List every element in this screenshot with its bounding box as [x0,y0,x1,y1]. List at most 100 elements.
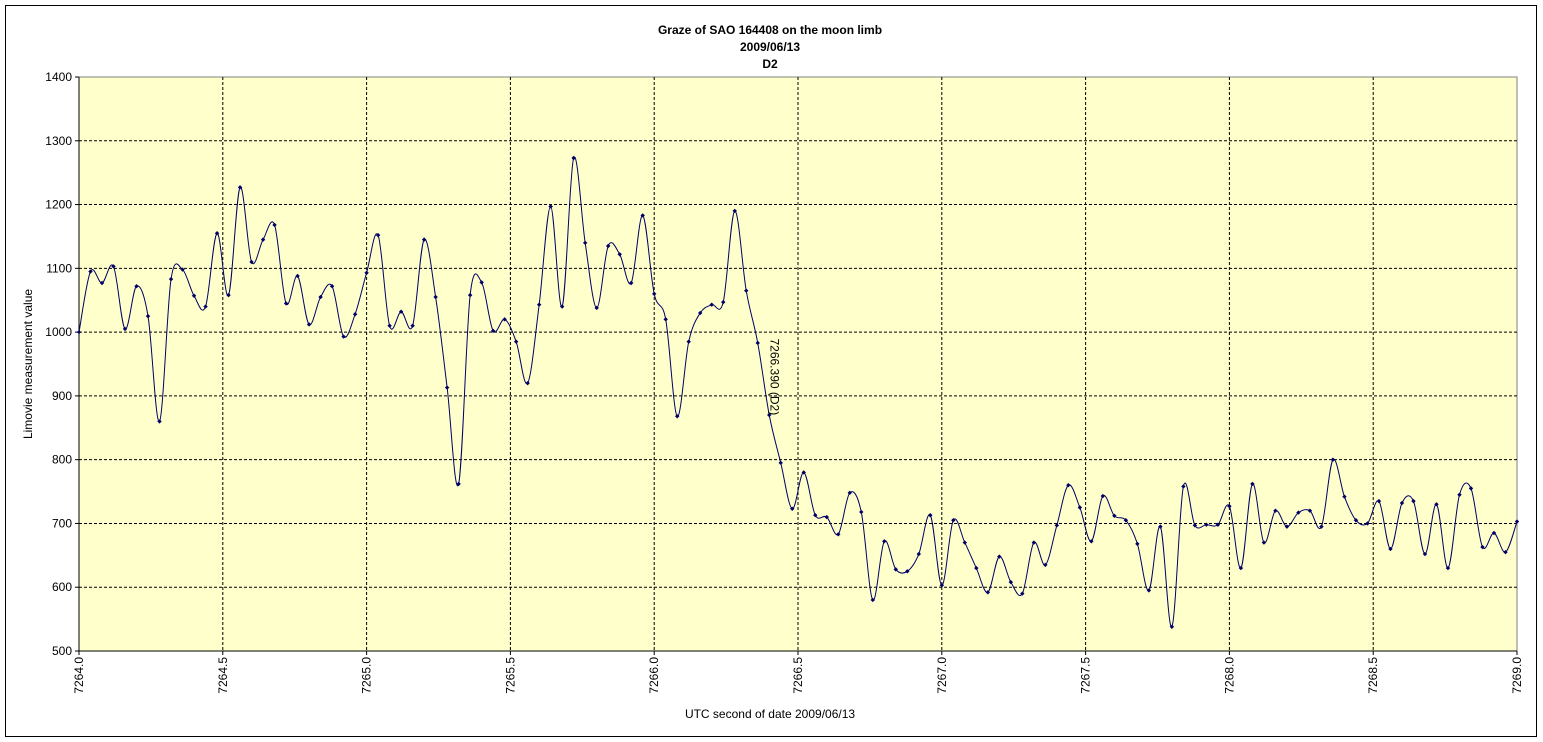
data-point [456,481,461,487]
data-point [571,155,576,161]
data-point [698,310,703,316]
data-point [1296,510,1301,515]
y-tick-label: 700 [52,516,72,530]
data-point [1319,524,1324,529]
data-point [502,317,507,322]
data-point [1422,551,1428,557]
data-point [203,304,208,309]
data-point [226,292,231,298]
data-point [157,419,162,424]
data-point [306,322,312,327]
x-axis-label: UTC second of date 2009/06/13 [685,707,855,721]
data-point [318,294,323,300]
data-point [341,334,346,339]
y-tick-label: 1100 [46,261,72,275]
data-point [985,590,991,595]
data-point [1077,505,1083,510]
data-point [352,312,358,317]
data-point [744,288,749,293]
data-point [1491,530,1497,536]
data-point [1031,540,1037,545]
data-point [1192,523,1198,528]
data-point [1365,521,1370,526]
data-point [1376,498,1382,504]
data-point [1146,588,1152,593]
data-point [928,512,933,518]
data-point [237,185,243,190]
x-tick-label: 7264.0 [72,657,86,694]
y-tick-label: 1200 [45,198,72,212]
x-tick-label: 7267.0 [935,657,949,694]
data-point [652,291,657,297]
data-point [536,302,542,307]
data-point [1112,513,1117,518]
x-tick-label: 7266.0 [647,657,661,694]
data-point [801,470,806,475]
data-point [1434,502,1439,507]
data-point [375,232,381,238]
x-tick-label: 7265.5 [503,657,517,694]
annotation: 7266.390 (D2) [767,338,781,415]
data-point [675,414,680,419]
data-point [1273,508,1278,513]
data-point [1238,565,1244,571]
data-point [1089,539,1094,544]
data-point [836,532,841,537]
x-tick-label: 7269.0 [1510,657,1524,694]
data-point [1008,579,1014,585]
data-point [467,292,473,298]
data-point [813,512,818,518]
data-point [249,259,254,265]
data-point [617,252,622,257]
data-point [997,554,1002,559]
data-point [1388,546,1393,552]
y-axis-label: Limovie measurement value [21,289,35,439]
data-point [870,597,875,603]
x-tick-label: 7265.0 [360,657,374,694]
data-point [1353,518,1359,523]
y-tick-label: 800 [52,453,72,467]
data-point [1158,524,1163,529]
data-point [559,304,565,309]
data-point [272,222,277,228]
data-point [433,294,438,300]
data-point [421,237,427,242]
data-point [122,326,128,332]
data-point [1399,500,1405,506]
data-point [640,213,645,218]
data-point [1181,484,1186,489]
data-point [329,283,335,289]
data-point [790,506,795,511]
data-point [134,283,139,289]
data-point [1457,492,1462,497]
data-point [1123,518,1129,523]
data-point [1514,519,1520,524]
data-point [1215,522,1221,527]
data-point [686,339,691,344]
data-point [1169,624,1175,629]
data-point [939,583,944,588]
data-point [145,313,151,319]
data-point [1307,508,1313,513]
chart-subtitle: D2 [762,57,778,71]
data-point [295,273,300,279]
data-point [387,323,392,328]
data-point [847,490,852,496]
data-point [905,569,910,574]
data-point [663,317,668,322]
data-point [1468,486,1474,491]
data-point [525,380,530,386]
data-point [99,280,105,286]
y-tick-label: 500 [52,644,72,658]
data-point [859,509,864,515]
data-point [180,267,185,272]
data-point [1445,565,1451,571]
data-point [1020,591,1025,596]
y-tick-label: 600 [52,580,72,594]
data-point [1043,562,1048,568]
x-tick-label: 7266.5 [791,657,805,694]
data-point [893,567,898,572]
data-point [548,204,553,209]
data-point [1261,540,1267,545]
